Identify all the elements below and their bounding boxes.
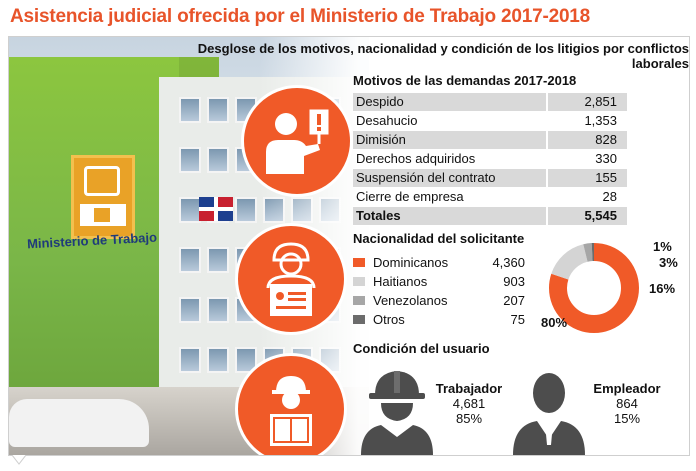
item-value: 903 (503, 274, 525, 289)
row-value: 28 (546, 187, 627, 207)
pct-label-otros: 1% (653, 239, 672, 254)
row-value: 330 (546, 149, 627, 169)
trabajador-block: Trabajador 4,681 85% (427, 381, 511, 426)
row-value: 1,353 (546, 111, 627, 131)
table-row: Cierre de empresa 28 (353, 187, 627, 207)
worker-helmet-icon (361, 371, 433, 455)
row-label: Despido (353, 93, 547, 112)
row-label: Desahucio (353, 111, 547, 131)
row-label: Dimisión (353, 130, 547, 150)
item-label: Dominicanos (373, 255, 449, 270)
condicion-heading: Condición del usuario (353, 341, 490, 356)
pct-label-venezolanos: 3% (659, 255, 678, 270)
table-row: Derechos adquiridos 330 (353, 149, 627, 169)
item-value: 207 (503, 293, 525, 308)
trabajador-count: 4,681 (452, 396, 486, 411)
page-title: Asistencia judicial ofrecida por el Mini… (10, 6, 591, 27)
nacionalidad-legend: Dominicanos 4,360 Haitianos 903 Venezolano… (353, 253, 533, 329)
dominican-flag (199, 197, 233, 221)
row-value: 155 (546, 168, 627, 188)
motivos-table: Despido 2,851 Desahucio 1,353 Dimisión 828 … (353, 93, 627, 226)
row-label: Derechos adquiridos (353, 149, 547, 169)
item-label: Haitianos (373, 274, 428, 289)
complaint-person-icon (241, 85, 353, 197)
table-row: Desahucio 1,353 (353, 111, 627, 131)
row-value: 828 (546, 130, 627, 150)
total-label: Totales (353, 206, 547, 226)
item-label: Otros (373, 312, 405, 327)
employer-icon (513, 373, 585, 455)
table-row: Dimisión 828 (353, 130, 627, 150)
table-row: Despido 2,851 (353, 93, 627, 112)
trabajador-pct: 85% (455, 411, 483, 426)
infographic-frame: Ministerio de Trabajo (8, 36, 690, 456)
row-value: 2,851 (546, 93, 627, 112)
list-item: Venezolanos 207 (353, 291, 533, 310)
empleador-pct: 15% (613, 411, 641, 426)
slice-otros (549, 243, 639, 333)
list-item: Haitianos 903 (353, 272, 533, 291)
list-item: Otros 75 (353, 310, 533, 329)
item-label: Venezolanos (373, 293, 448, 308)
nacionalidad-donut-chart (549, 243, 639, 333)
subtitle: Desglose de los motivos, nacionalidad y … (197, 41, 689, 71)
car (9, 399, 149, 447)
empleador-label: Empleador (593, 381, 661, 396)
row-label: Suspensión del contrato (353, 168, 547, 188)
list-item: Dominicanos 4,360 (353, 253, 533, 272)
document-person-icon (235, 223, 347, 335)
total-value: 5,545 (546, 206, 627, 226)
worker-box-icon (235, 353, 347, 455)
empleador-count: 864 (616, 396, 638, 411)
item-value: 75 (510, 312, 525, 327)
table-row: Suspensión del contrato 155 (353, 168, 627, 188)
nacionalidad-heading: Nacionalidad del solicitante (353, 231, 525, 246)
motivos-heading: Motivos de las demandas 2017-2018 (353, 73, 577, 88)
pct-label-dominicanos: 80% (541, 315, 568, 330)
item-value: 4,360 (492, 255, 525, 270)
trabajador-label: Trabajador (435, 381, 503, 396)
empleador-block: Empleador 864 15% (585, 381, 669, 426)
pct-label-haitianos: 16% (649, 281, 676, 296)
ministry-logo (71, 155, 135, 239)
row-label: Cierre de empresa (353, 187, 547, 207)
total-row: Totales 5,545 (353, 206, 627, 226)
callout-pointer (12, 455, 26, 465)
